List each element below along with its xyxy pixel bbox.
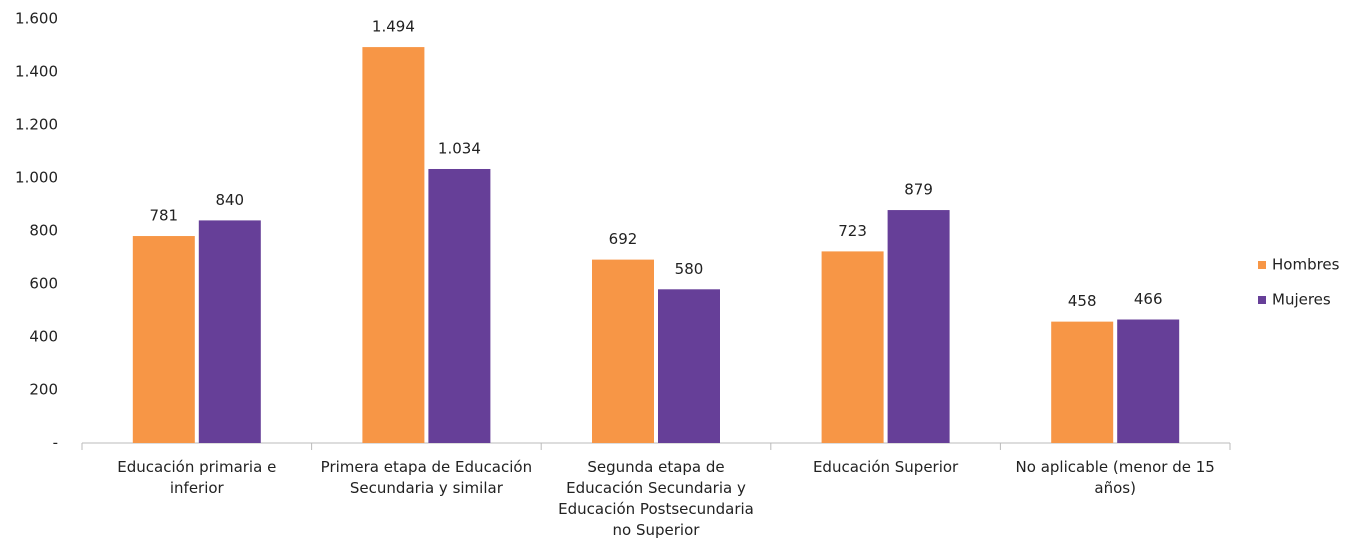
legend-swatch [1258, 296, 1266, 304]
bar [362, 47, 425, 444]
x-tick-label: Primera etapa de Educación Secundaria y … [320, 458, 533, 497]
y-tick-label: - [53, 434, 58, 452]
y-tick-label: 1.200 [15, 116, 58, 134]
y-tick-label: 400 [29, 328, 58, 346]
bar [428, 168, 491, 444]
data-label: 1.494 [372, 18, 415, 36]
x-tick-label: Segunda etapa de Educación Secundaria y … [558, 458, 754, 539]
data-label: 879 [904, 181, 933, 199]
bar [132, 236, 195, 443]
bar [198, 220, 261, 443]
legend-label: Hombres [1272, 256, 1340, 274]
x-tick-label: Educación primaria e inferior [117, 458, 277, 497]
bar [1117, 319, 1180, 443]
data-label: 781 [149, 207, 178, 225]
legend-label: Mujeres [1272, 291, 1331, 309]
y-tick-label: 1.400 [15, 63, 58, 81]
bar [821, 251, 884, 443]
y-tick-label: 1.000 [15, 169, 58, 187]
bar [887, 210, 950, 443]
y-tick-label: 800 [29, 222, 58, 240]
bar [1051, 321, 1114, 443]
x-tick-label: No aplicable (menor de 15 años) [1015, 458, 1215, 497]
data-label: 840 [215, 191, 244, 209]
x-tick-label: Educación Superior [812, 458, 959, 476]
bar [592, 259, 654, 443]
bar [658, 289, 720, 443]
data-label: 723 [838, 222, 867, 240]
y-tick-label: 1.600 [15, 10, 58, 28]
legend-swatch [1258, 261, 1266, 269]
y-tick-label: 200 [29, 381, 58, 399]
data-label: 580 [675, 260, 704, 278]
data-label: 1.034 [438, 139, 481, 157]
data-label: 692 [609, 230, 638, 248]
data-label: 466 [1134, 290, 1163, 308]
y-tick-label: 600 [29, 275, 58, 293]
data-label: 458 [1068, 292, 1097, 310]
